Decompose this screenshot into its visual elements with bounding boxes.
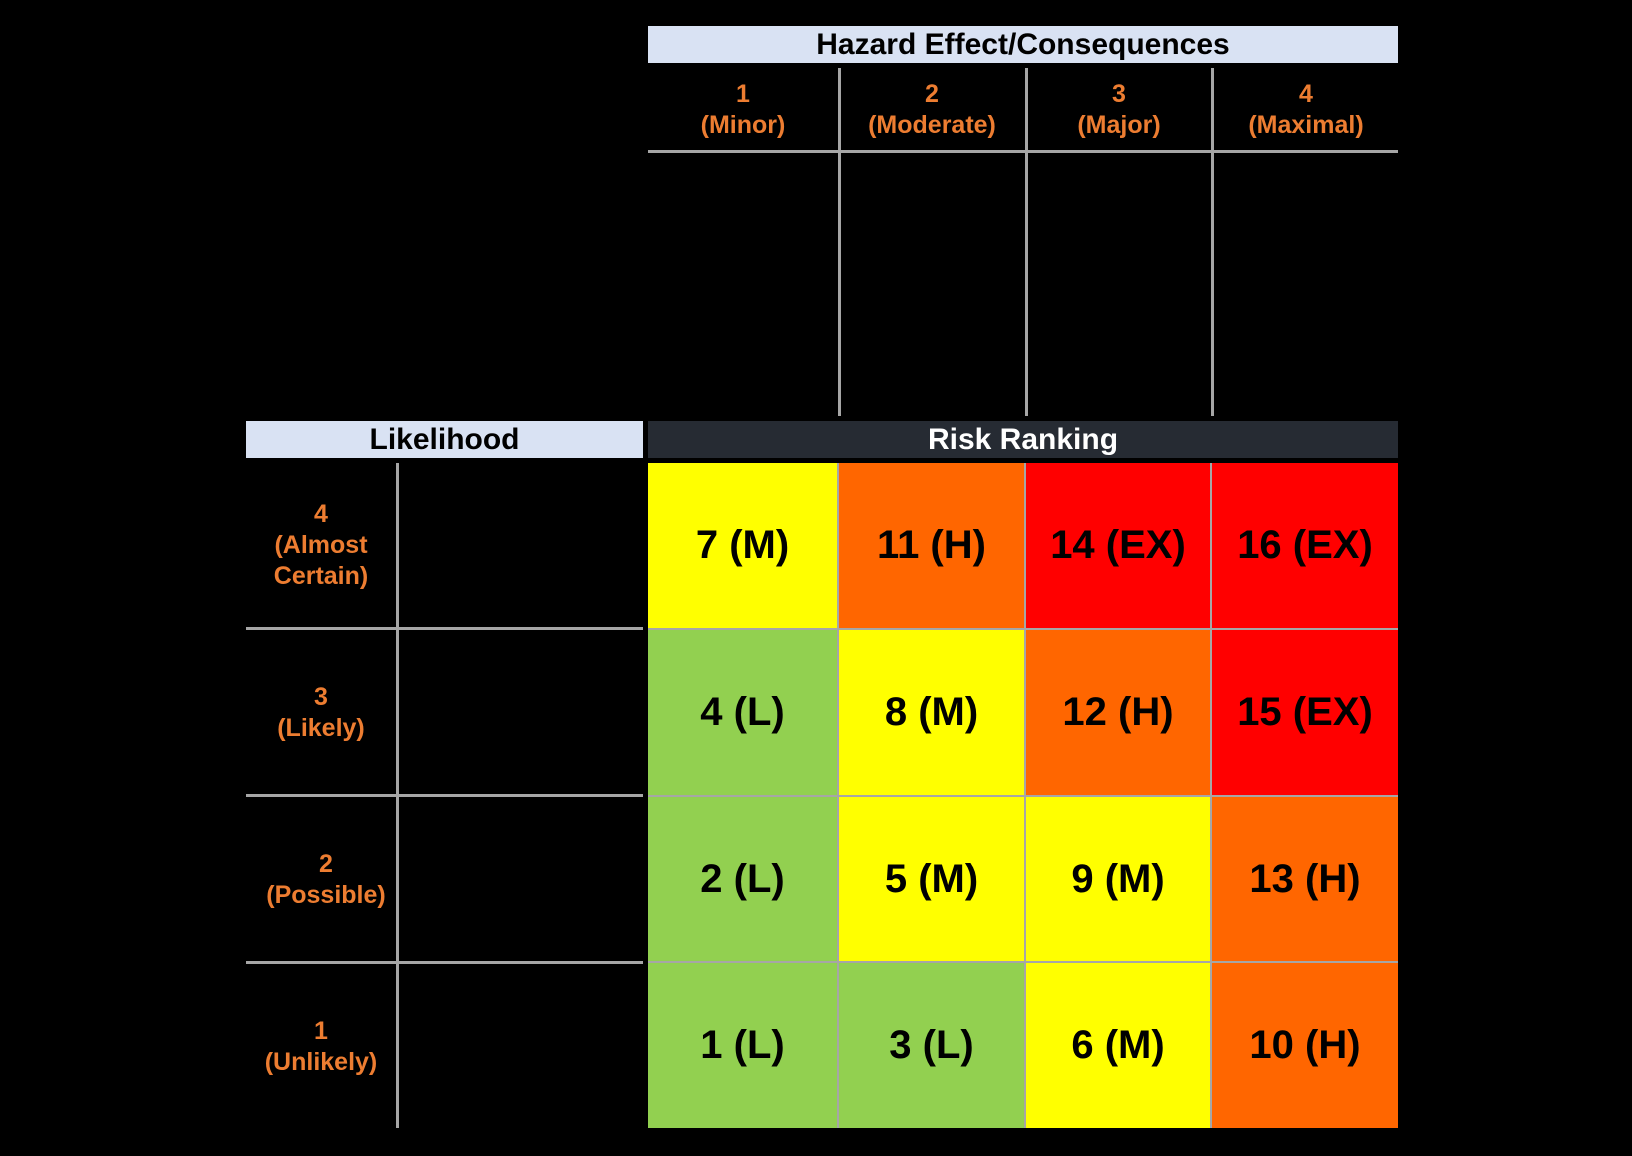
risk-cell: 3 (L) xyxy=(839,963,1026,1128)
row-header-4: 4 (Almost Certain) xyxy=(246,463,396,628)
likelihood-header: Likelihood xyxy=(246,421,643,458)
column-header-4: 4 (Maximal) xyxy=(1213,70,1399,150)
row-number: 3 xyxy=(314,682,328,711)
risk-cell: 1 (L) xyxy=(648,963,839,1128)
risk-cell: 7 (M) xyxy=(648,463,839,630)
column-divider xyxy=(1211,68,1214,416)
column-number: 4 xyxy=(1299,80,1313,108)
row-label: (Unlikely) xyxy=(264,1047,378,1076)
column-label: (Maximal) xyxy=(1248,111,1364,139)
risk-cell: 13 (H) xyxy=(1212,797,1398,963)
column-header-1: 1 (Minor) xyxy=(648,70,838,150)
column-divider xyxy=(1025,68,1028,416)
column-header-divider xyxy=(648,150,1398,153)
column-label: (Moderate) xyxy=(868,111,996,139)
column-header-2: 2 (Moderate) xyxy=(840,70,1024,150)
row-label: (Almost xyxy=(274,531,368,559)
row-divider xyxy=(246,627,643,630)
column-number: 3 xyxy=(1112,80,1126,108)
row-header-2: 2 (Possible) xyxy=(246,797,406,962)
row-number: 2 xyxy=(319,849,333,878)
row-header-1: 1 (Unlikely) xyxy=(246,964,396,1129)
row-label: (Possible) xyxy=(266,880,386,909)
row-number: 4 xyxy=(314,500,328,528)
row-divider xyxy=(246,794,643,797)
risk-cell: 5 (M) xyxy=(839,797,1026,963)
column-header-3: 3 (Major) xyxy=(1027,70,1211,150)
column-label: (Minor) xyxy=(700,111,786,139)
risk-cell: 2 (L) xyxy=(648,797,839,963)
row-number: 1 xyxy=(314,1016,328,1045)
risk-cell: 8 (M) xyxy=(839,630,1026,797)
risk-cell: 14 (EX) xyxy=(1026,463,1212,630)
row-divider xyxy=(246,961,643,964)
row-label: (Likely) xyxy=(277,713,365,742)
consequence-header: Hazard Effect/Consequences xyxy=(648,26,1398,63)
risk-cell: 10 (H) xyxy=(1212,963,1398,1128)
risk-cell: 4 (L) xyxy=(648,630,839,797)
risk-cell: 6 (M) xyxy=(1026,963,1212,1128)
row-header-3: 3 (Likely) xyxy=(246,630,396,795)
risk-cell: 11 (H) xyxy=(839,463,1026,630)
column-label: (Major) xyxy=(1077,111,1161,139)
column-number: 1 xyxy=(736,80,750,108)
risk-ranking-header: Risk Ranking xyxy=(648,421,1398,458)
risk-cell: 16 (EX) xyxy=(1212,463,1398,630)
row-label: Certain) xyxy=(273,562,369,590)
column-number: 2 xyxy=(925,80,939,108)
column-divider xyxy=(838,68,841,416)
risk-cell: 9 (M) xyxy=(1026,797,1212,963)
risk-cell: 15 (EX) xyxy=(1212,630,1398,797)
risk-cell: 12 (H) xyxy=(1026,630,1212,797)
risk-matrix: 7 (M) 11 (H) 14 (EX) 16 (EX) 4 (L) 8 (M)… xyxy=(648,463,1398,1128)
